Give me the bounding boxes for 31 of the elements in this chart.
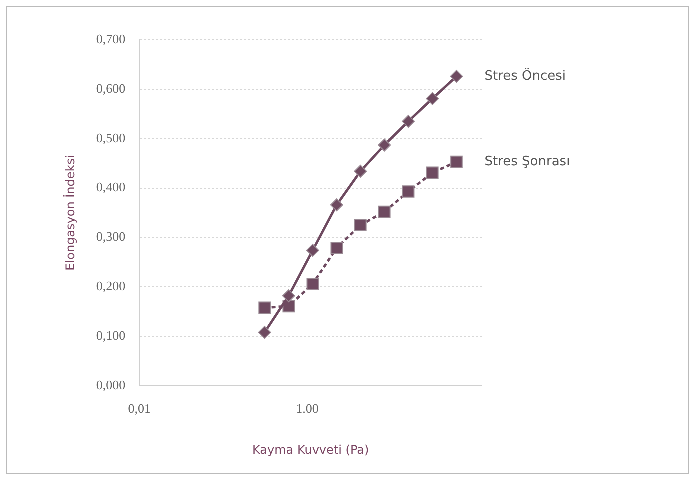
point xyxy=(330,198,344,212)
x-tick-label: 0,01 xyxy=(128,401,152,416)
x-axis-title: Kayma Kuvveti (Pa) xyxy=(252,442,370,457)
y-tick-label: 0,700 xyxy=(96,31,126,46)
y-tick-label: 0,100 xyxy=(96,328,126,343)
y-tick-label: 0,600 xyxy=(96,80,126,96)
point xyxy=(354,219,367,232)
series-label: Stres Öncesi xyxy=(484,68,566,84)
point xyxy=(330,242,344,254)
point xyxy=(426,166,439,180)
series-label: Stres Şonrası xyxy=(484,154,570,170)
point xyxy=(402,186,415,198)
point xyxy=(450,70,464,84)
point xyxy=(258,326,272,340)
point xyxy=(306,278,320,290)
point xyxy=(450,156,463,168)
y-tick-label: 0,200 xyxy=(96,278,126,294)
y-tick-label: 0,300 xyxy=(96,229,126,244)
y-tick-label: 0,400 xyxy=(96,180,126,195)
y-axis-title: Elongasyon İndeksi xyxy=(63,155,78,271)
point xyxy=(378,138,392,152)
point xyxy=(258,302,271,314)
point xyxy=(306,244,320,258)
y-tick-label: 0,500 xyxy=(96,130,126,146)
y-tick-label: 0,000 xyxy=(96,377,126,392)
point xyxy=(426,92,440,106)
point xyxy=(282,290,296,303)
x-tick-label: 1.00 xyxy=(296,401,319,416)
point xyxy=(354,164,368,178)
point xyxy=(402,115,416,128)
point xyxy=(378,206,391,218)
